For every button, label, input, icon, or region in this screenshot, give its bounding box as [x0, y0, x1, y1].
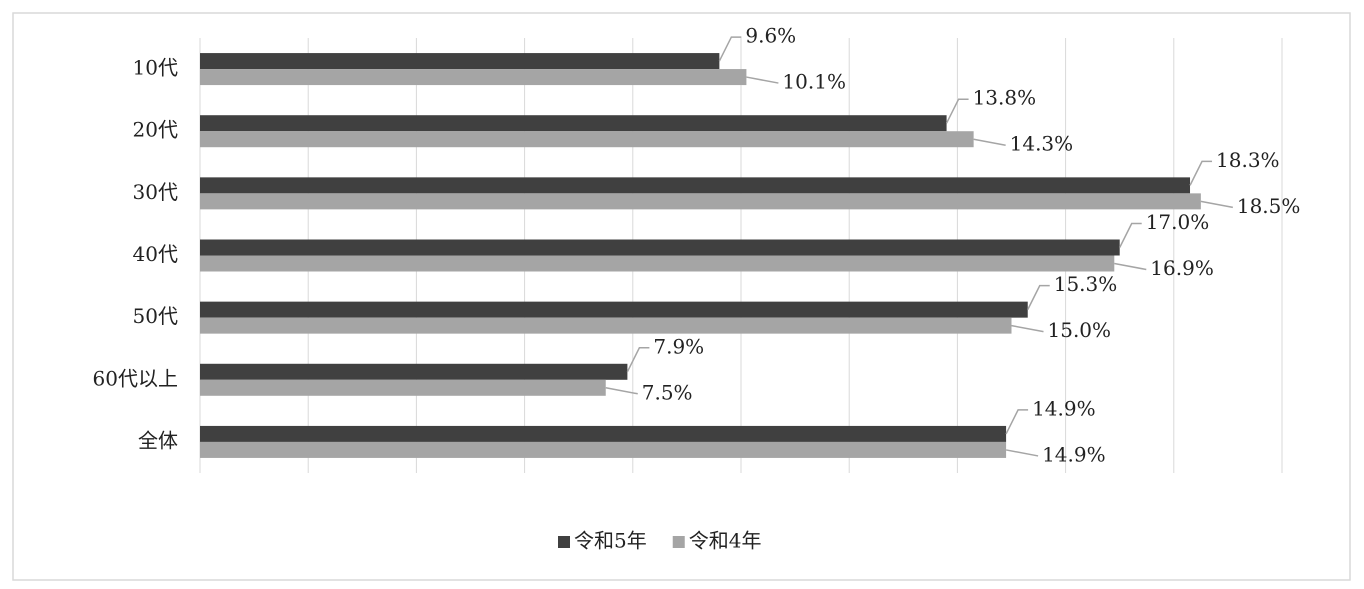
bar	[200, 255, 1115, 272]
legend-swatch	[672, 536, 685, 548]
bar	[200, 441, 1007, 458]
bar	[200, 131, 974, 148]
y-tick-label: 50代	[133, 304, 178, 328]
bar	[200, 317, 1012, 334]
y-tick-label: 全体	[138, 428, 178, 452]
data-label: 14.9%	[1042, 442, 1106, 466]
y-tick-label: 30代	[133, 180, 178, 204]
bar	[200, 379, 606, 396]
bar	[200, 363, 628, 380]
leader-line	[1027, 284, 1050, 310]
bar	[200, 177, 1191, 194]
data-label: 18.5%	[1237, 194, 1301, 218]
data-label: 7.9%	[653, 334, 704, 358]
leader-line	[1114, 262, 1147, 271]
legend-swatch	[558, 536, 570, 548]
leader-line	[1189, 160, 1213, 186]
leader-line	[1119, 222, 1142, 248]
leader-line	[1005, 409, 1029, 435]
leader-line	[626, 347, 650, 373]
data-label: 15.0%	[1048, 318, 1112, 342]
data-label: 10.1%	[782, 70, 846, 94]
y-tick-label: 60代以上	[93, 366, 178, 390]
data-label: 15.3%	[1054, 272, 1118, 296]
data-label: 17.0%	[1146, 210, 1210, 234]
y-tick-label: 40代	[133, 242, 178, 266]
bar	[200, 301, 1028, 318]
leader-line	[605, 387, 638, 395]
leader-line	[1005, 449, 1039, 457]
leader-line	[1011, 324, 1044, 333]
data-label: 14.3%	[1010, 132, 1074, 156]
leader-line	[973, 138, 1006, 146]
leader-line	[718, 36, 742, 62]
bar	[200, 425, 1007, 442]
bar	[200, 239, 1120, 256]
bar	[200, 69, 747, 86]
data-label: 16.9%	[1150, 256, 1214, 280]
bar	[200, 115, 947, 132]
leader-line	[1200, 200, 1233, 209]
leader-line	[945, 98, 969, 124]
chart-frame	[12, 12, 1351, 581]
data-label: 14.9%	[1032, 396, 1096, 420]
legend-label: 令和5年	[574, 529, 647, 553]
leader-line	[746, 76, 779, 84]
bar	[200, 193, 1201, 210]
y-tick-label: 20代	[133, 118, 178, 142]
bar	[200, 53, 720, 70]
y-tick-label: 10代	[133, 56, 178, 80]
data-label: 18.3%	[1216, 148, 1280, 172]
data-label: 9.6%	[745, 24, 796, 48]
data-label: 7.5%	[642, 380, 693, 404]
legend-label: 令和4年	[689, 529, 762, 553]
data-label: 13.8%	[973, 86, 1037, 110]
